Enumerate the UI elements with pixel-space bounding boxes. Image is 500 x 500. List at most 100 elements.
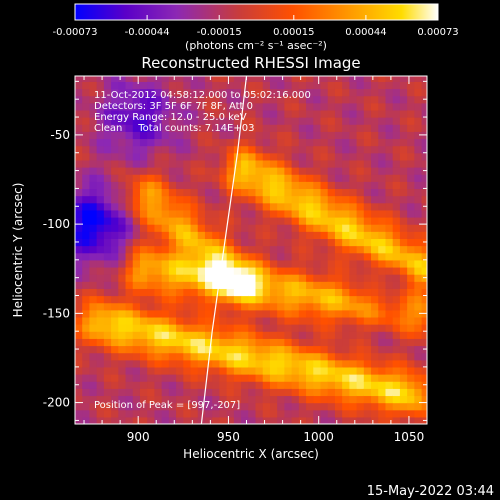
heatmap-cell — [82, 274, 91, 282]
heatmap-cell — [147, 174, 156, 182]
heatmap-cell — [147, 159, 156, 168]
heatmap-cell — [89, 238, 98, 247]
heatmap-cell — [255, 259, 264, 268]
heatmap-cell — [248, 109, 257, 118]
heatmap-cell — [298, 95, 307, 104]
heatmap-cell — [298, 231, 307, 239]
heatmap-cell — [262, 402, 271, 411]
heatmap-cell — [96, 167, 105, 175]
heatmap-cell — [111, 95, 119, 104]
heatmap-cell — [82, 174, 91, 182]
heatmap-cell — [313, 366, 322, 375]
heatmap-cell — [298, 202, 307, 211]
heatmap-cell — [334, 302, 343, 311]
heatmap-cell — [197, 188, 206, 197]
heatmap-cell — [96, 395, 105, 404]
heatmap-cell — [291, 345, 300, 354]
heatmap-cell — [298, 181, 307, 190]
heatmap-cell — [161, 95, 170, 104]
heatmap-cell — [421, 145, 427, 154]
heatmap-cell — [356, 402, 365, 411]
heatmap-cell — [356, 381, 365, 389]
heatmap-cell — [168, 188, 177, 197]
heatmap-cell — [176, 76, 184, 82]
heatmap-cell — [371, 231, 379, 239]
heatmap-cell — [363, 174, 372, 182]
heatmap-cell — [233, 374, 242, 382]
heatmap-cell — [291, 381, 300, 389]
heatmap-cell — [176, 359, 184, 368]
heatmap-cell — [125, 274, 134, 282]
heatmap-cell — [371, 159, 379, 168]
heatmap-cell — [233, 174, 242, 182]
heatmap-cell — [421, 288, 427, 297]
heatmap-cell — [212, 159, 221, 168]
heatmap-cell — [262, 238, 271, 247]
heatmap-cell — [277, 316, 285, 325]
heatmap-cell — [190, 288, 199, 297]
heatmap-cell — [161, 366, 170, 375]
heatmap-cell — [255, 76, 264, 82]
heatmap-cell — [132, 252, 141, 261]
heatmap-cell — [363, 209, 372, 218]
heatmap-cell — [298, 416, 307, 424]
heatmap-cell — [378, 345, 387, 354]
heatmap-cell — [298, 295, 307, 304]
heatmap-cell — [241, 274, 249, 282]
heatmap-cell — [349, 338, 358, 347]
heatmap-cell — [226, 224, 235, 232]
heatmap-cell — [168, 309, 177, 318]
heatmap-cell — [248, 338, 257, 347]
heatmap-cell — [241, 209, 249, 218]
heatmap-cell — [118, 152, 127, 161]
heatmap-cell — [334, 316, 343, 325]
heatmap-cell — [342, 324, 350, 332]
heatmap-cell — [103, 252, 112, 261]
heatmap-cell — [349, 259, 358, 268]
heatmap-cell — [378, 302, 387, 311]
heatmap-cell — [132, 124, 141, 132]
heatmap-cell — [320, 366, 329, 375]
heatmap-cell — [378, 359, 387, 368]
heatmap-cell — [291, 302, 300, 311]
heatmap-cell — [248, 281, 257, 289]
heatmap-cell — [313, 409, 322, 418]
heatmap-cell — [176, 331, 184, 339]
heatmap-cell — [132, 324, 141, 332]
heatmap-cell — [385, 288, 394, 297]
heatmap-cell — [82, 416, 91, 424]
heatmap-cell — [219, 167, 228, 175]
heatmap-cell — [132, 174, 141, 182]
heatmap-cell — [414, 359, 423, 368]
heatmap-cell — [233, 402, 242, 411]
heatmap-cell — [306, 302, 314, 311]
heatmap-cell — [176, 145, 184, 154]
heatmap-cell — [89, 88, 98, 97]
heatmap-cell — [161, 224, 170, 232]
heatmap-cell — [168, 352, 177, 361]
colorbar-tick-label: -0.00044 — [125, 27, 170, 38]
heatmap-cell — [241, 159, 249, 168]
heatmap-cell — [363, 302, 372, 311]
heatmap-cell — [298, 388, 307, 397]
heatmap-cell — [363, 216, 372, 225]
heatmap-cell — [75, 338, 83, 347]
heatmap-cell — [89, 388, 98, 397]
heatmap-cell — [349, 331, 358, 339]
heatmap-cell — [414, 288, 423, 297]
heatmap-cell — [89, 352, 98, 361]
heatmap-cell — [277, 231, 285, 239]
heatmap-cell — [392, 124, 401, 132]
heatmap-cell — [320, 174, 329, 182]
heatmap-cell — [161, 259, 170, 268]
heatmap-cell — [161, 188, 170, 197]
heatmap-cell — [320, 167, 329, 175]
heatmap-cell — [204, 209, 213, 218]
heatmap-cell — [284, 295, 293, 304]
heatmap-cell — [212, 88, 221, 97]
heatmap-cell — [356, 181, 365, 190]
heatmap-cell — [342, 231, 350, 239]
heatmap-cell — [255, 288, 264, 297]
heatmap-cell — [226, 216, 235, 225]
heatmap-cell — [255, 95, 264, 104]
